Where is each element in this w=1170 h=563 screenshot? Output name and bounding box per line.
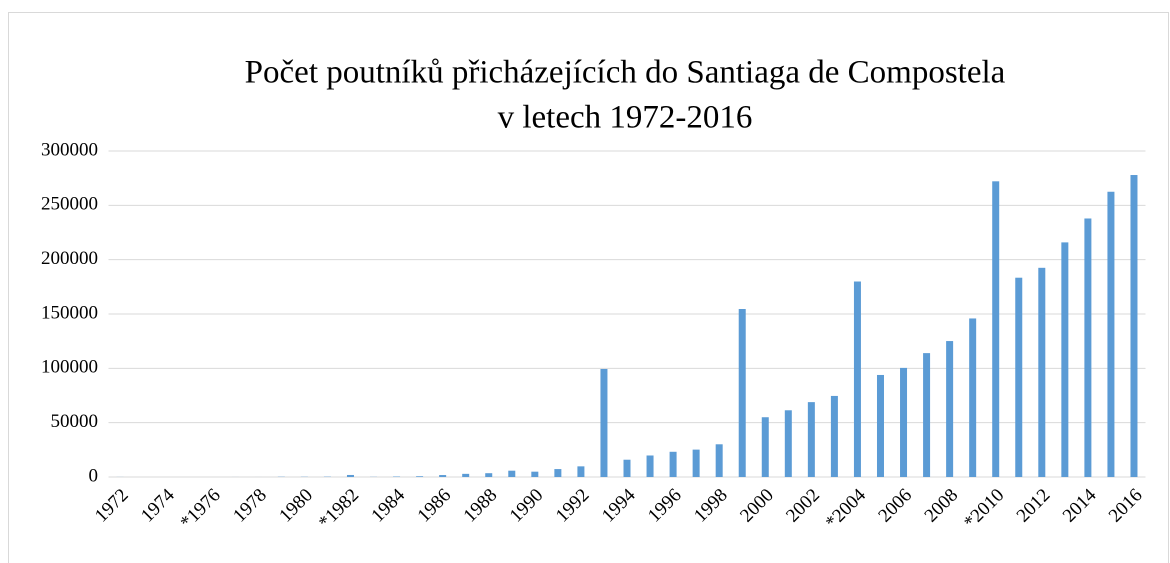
bar [1038,267,1046,477]
y-tick-label: 100000 [41,357,98,378]
x-tick-label: 1980 [275,485,317,527]
x-tick-label: *1982 [315,485,363,533]
bar [807,402,815,477]
bar [485,473,493,477]
y-tick-label: 250000 [41,194,98,215]
bar [439,475,447,477]
bar [923,353,931,477]
x-tick-label: 2000 [736,485,778,527]
bar [346,474,354,477]
x-tick-label: 2008 [921,485,963,527]
y-tick-label: 200000 [41,248,98,269]
bar [992,181,1000,477]
bar [738,309,746,477]
bar [784,410,792,477]
x-tick-label: 1998 [690,485,732,527]
bar [900,367,908,477]
x-tick-label: 1992 [552,485,594,527]
bar [646,455,654,477]
bar [1107,191,1115,477]
chart-border [8,12,1169,563]
x-tick-label: 1994 [598,484,640,526]
x-tick-label: 1984 [367,484,409,526]
y-tick-label: 150000 [41,302,98,323]
bar [416,476,424,477]
x-tick-label: 2006 [874,485,916,527]
x-tick-label: 2016 [1105,485,1147,527]
bar [715,444,723,477]
bar [600,368,608,477]
bar [876,374,884,477]
x-tick-label: 1990 [506,485,548,527]
x-tick-label: 2012 [1013,485,1055,527]
x-tick-label: 1986 [414,485,456,527]
x-tick-label: 1978 [229,485,271,527]
bar [531,471,539,477]
bar [623,459,631,477]
y-tick-label: 300000 [41,139,98,160]
x-tick-label: *2004 [822,484,871,533]
bar [1015,277,1023,477]
x-tick-label: *1976 [176,485,224,533]
bar [577,466,585,477]
bar [554,469,562,477]
x-tick-label: 2014 [1059,484,1101,526]
x-tick-label: 1996 [644,485,686,527]
bar [669,451,677,477]
bar [692,449,700,477]
bar [1061,242,1069,477]
bar [969,318,977,477]
x-tick-label: 2002 [782,485,824,527]
bar [462,473,470,477]
y-tick-label: 50000 [51,411,99,432]
bar [1084,218,1092,477]
bar [946,341,954,477]
y-tick-label: 0 [89,465,99,486]
chart-title: Počet poutníků přicházejících do Santiag… [245,55,1006,91]
bar [853,281,861,477]
bar [761,417,769,477]
bar [1130,175,1138,478]
x-tick-label: 1972 [91,485,133,527]
x-tick-label: *2010 [960,485,1008,533]
bar [508,470,516,477]
x-tick-label: 1974 [137,484,179,526]
x-tick-label: 1988 [460,485,502,527]
chart-title: v letech 1972-2016 [498,100,753,136]
bar [830,395,838,477]
